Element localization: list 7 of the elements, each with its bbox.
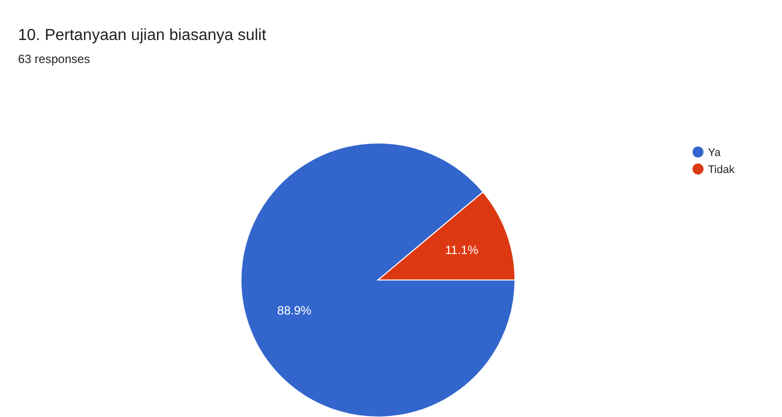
legend-label: Tidak (708, 164, 735, 176)
pie-slice (240, 142, 516, 417)
data-label: 11.1% (445, 242, 479, 257)
data-label: 88.9% (277, 304, 312, 318)
text: 63 responses (18, 52, 90, 66)
chart-title: 10. Pertanyaan ujian biasanya sulit (18, 27, 267, 44)
legend-label: Ya (708, 146, 722, 159)
